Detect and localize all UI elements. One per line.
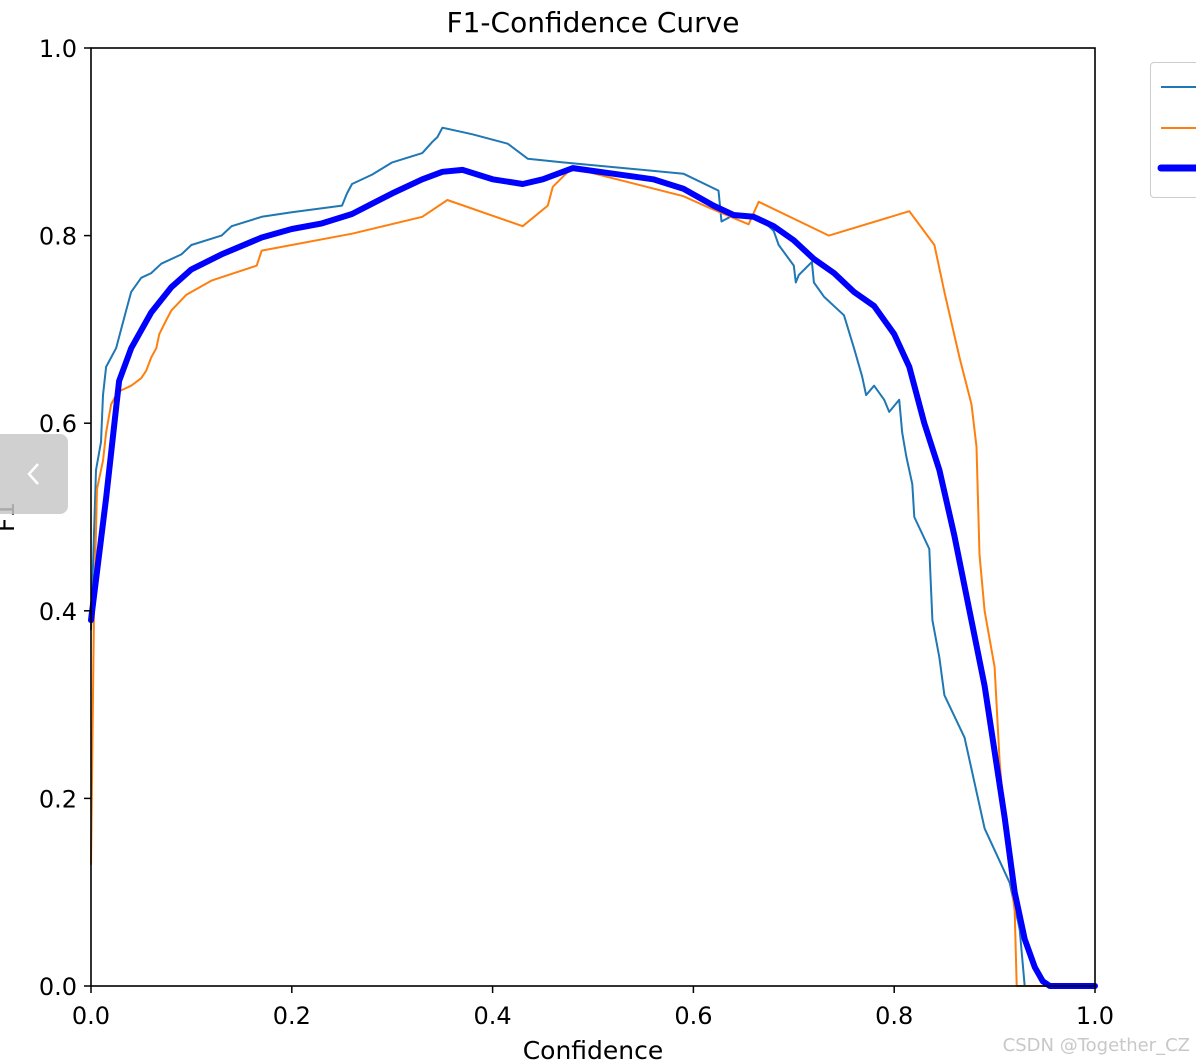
y-tick-label: 0.0 bbox=[39, 973, 77, 1001]
chevron-left-icon bbox=[27, 463, 39, 485]
legend bbox=[1150, 62, 1196, 198]
y-tick-label: 0.2 bbox=[39, 785, 77, 813]
y-tick-label: 0.6 bbox=[39, 410, 77, 438]
x-tick-label: 0.2 bbox=[273, 1002, 311, 1030]
y-tick-label: 0.4 bbox=[39, 598, 77, 626]
x-axis-label: Confidence bbox=[523, 1036, 664, 1064]
y-tick-label: 1.0 bbox=[39, 35, 77, 63]
series-line-2 bbox=[90, 167, 1096, 987]
x-tick-label: 0.4 bbox=[474, 1002, 512, 1030]
plot-frame bbox=[90, 47, 1096, 987]
watermark: CSDN @Together_CZ bbox=[1002, 1035, 1190, 1056]
x-tick-label: 0.6 bbox=[674, 1002, 712, 1030]
series-line-1 bbox=[90, 126, 1096, 987]
x-tick-label: 1.0 bbox=[1076, 1002, 1114, 1030]
series-line-3 bbox=[88, 165, 1098, 989]
plot-lines bbox=[88, 126, 1098, 989]
axis-ticks: 0.0 0.2 0.4 0.6 0.8 1.0 0.0 0.2 0.4 0.6 0.8 1.0 bbox=[39, 35, 1114, 1030]
chart-title: F1-Confidence Curve bbox=[447, 6, 740, 39]
previous-button[interactable] bbox=[0, 434, 68, 514]
x-tick-label: 0.8 bbox=[875, 1002, 913, 1030]
x-tick-label: 0.0 bbox=[72, 1002, 110, 1030]
y-tick-label: 0.8 bbox=[39, 223, 77, 251]
